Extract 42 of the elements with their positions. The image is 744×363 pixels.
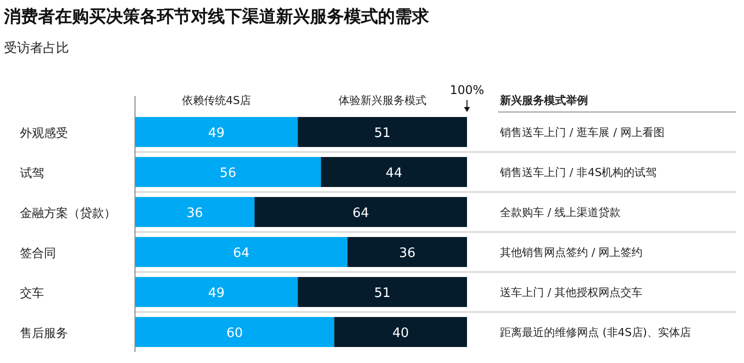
- data-label: 51: [374, 126, 391, 141]
- data-label: 56: [220, 166, 236, 181]
- bar: [298, 117, 467, 147]
- chart-title: 消费者在购买决策各环节对线下渠道新兴服务模式的需求: [3, 7, 430, 27]
- text: 送车上门 / 其他授权网点交车: [500, 286, 643, 299]
- data-label: 49: [208, 126, 225, 141]
- y-tick-label: 签合同: [20, 246, 56, 260]
- y-tick-label: 交车: [20, 286, 44, 300]
- y-tick-label: 试驾: [20, 166, 44, 180]
- chart-subtitle: 受访者占比: [4, 40, 69, 56]
- data-label: 64: [232, 246, 250, 261]
- y-tick-label: 外观感受: [20, 126, 68, 140]
- x-tick-label: 100%: [450, 83, 484, 97]
- bar: [135, 317, 334, 347]
- bar: [135, 277, 298, 307]
- series-label: 依赖传统4S店: [182, 94, 251, 107]
- text: 距离最近的维修网点 (非4S店)、实体店: [500, 326, 692, 339]
- data-label: 60: [226, 326, 243, 341]
- bar: [135, 117, 298, 147]
- bar: [320, 157, 467, 187]
- bar: [347, 237, 467, 267]
- data-label: 36: [398, 246, 416, 261]
- data-label: 49: [208, 286, 225, 301]
- data-label: 51: [374, 286, 391, 301]
- data-label: 40: [392, 326, 409, 341]
- data-label: 36: [186, 206, 204, 221]
- bar: [135, 157, 321, 187]
- series-label: 体验新兴服务模式: [338, 94, 426, 107]
- bar: [254, 197, 467, 227]
- bar: [298, 277, 467, 307]
- text: 全款购车 / 线上渠道贷款: [500, 206, 621, 219]
- bar: [135, 197, 255, 227]
- y-tick-label: 售后服务: [20, 326, 68, 340]
- y-tick-label: 金融方案（贷款）: [20, 206, 116, 220]
- data-label: 44: [386, 166, 402, 181]
- data-label: 64: [352, 206, 370, 221]
- text: 其他销售网点签约 / 网上签约: [500, 246, 643, 259]
- text: 销售送车上门 / 非4S机构的试驾: [499, 166, 657, 179]
- bar: [334, 317, 467, 347]
- bar: [135, 237, 348, 267]
- text: 销售送车上门 / 逛车展 / 网上看图: [499, 126, 664, 139]
- text: 新兴服务模式举例: [499, 94, 588, 107]
